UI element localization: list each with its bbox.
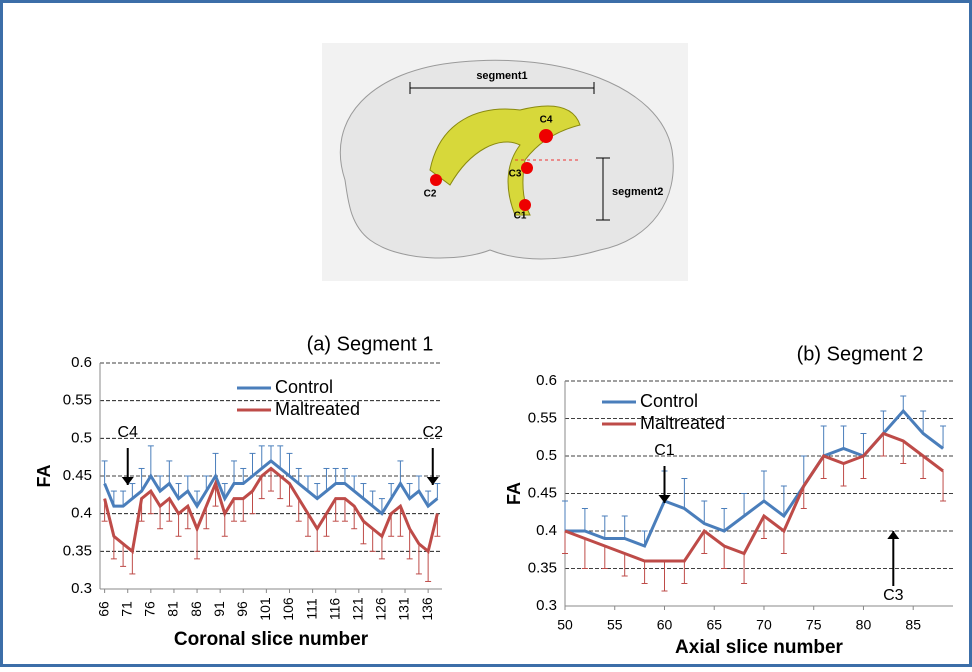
x-tick-label: 91 [211,601,227,617]
x-tick-label: 71 [118,601,134,617]
y-tick-label: 0.45 [528,484,557,501]
brain-outline [340,60,673,259]
x-axis-title: Coronal slice number [174,629,369,650]
annotation-label: C1 [654,442,675,459]
legend-label: Maltreated [640,413,725,433]
legend-label: Control [275,377,333,397]
x-tick-label: 85 [905,617,921,633]
x-tick-label: 66 [95,601,111,617]
figure: segment1 C4 C3 C2 C1 segment2 0.3 0.35 0.4… [0,0,972,667]
annotation-label: C2 [423,424,444,441]
point-c1 [519,199,531,211]
y-tick-label: 0.3 [536,597,557,614]
y-tick-label: 0.45 [63,467,92,484]
page: segment1 C4 C3 C2 C1 segment2 0.3 0.35 0.4… [0,0,972,672]
x-tick-label: 131 [396,597,412,621]
x-tick-label: 126 [373,597,389,621]
x-axis-title: Axial slice number [675,637,844,658]
image-label: C4 [540,115,553,126]
x-tick-label: 86 [188,601,204,617]
x-tick-label: 60 [657,617,673,633]
x-tick-label: 101 [257,597,273,621]
x-tick-label: 136 [419,597,435,621]
x-tick-label: 96 [234,601,250,617]
chart-title: (a) Segment 1 [307,333,434,355]
y-tick-label: 0.4 [71,505,92,522]
x-tick-label: 55 [607,617,623,633]
y-tick-label: 0.6 [536,372,557,389]
chart-title: (b) Segment 2 [797,343,924,365]
y-tick-label: 0.35 [528,559,557,576]
image-label: C2 [424,189,437,200]
x-tick-label: 75 [806,617,822,633]
image-label: C3 [509,169,522,180]
x-tick-label: 116 [326,598,342,621]
x-tick-label: 76 [142,601,158,617]
x-tick-label: 65 [706,617,722,633]
y-tick-label: 0.3 [71,580,92,597]
y-tick-label: 0.5 [536,447,557,464]
y-axis-title: FA [34,464,54,487]
y-tick-label: 0.55 [63,392,92,409]
x-tick-label: 121 [350,597,366,621]
image-label: C1 [514,211,527,222]
x-tick-label: 50 [557,617,573,633]
point-c2 [430,174,442,186]
annotation-label: C3 [883,587,904,604]
legend-label: Control [640,391,698,411]
x-tick-label: 81 [165,601,181,617]
x-tick-label: 106 [280,597,296,621]
point-c3 [521,162,533,174]
image-label: segment2 [612,186,663,198]
y-axis-title: FA [504,482,524,505]
image-label: segment1 [476,70,527,82]
annotation-label: C4 [118,424,139,441]
y-tick-label: 0.5 [71,429,92,446]
x-tick-label: 111 [303,598,319,619]
y-tick-label: 0.6 [71,354,92,371]
x-tick-label: 70 [756,617,772,633]
brain-image: segment1 C4 C3 C2 C1 segment2 [322,43,688,281]
y-tick-label: 0.35 [63,542,92,559]
x-tick-label: 80 [856,617,872,633]
y-tick-label: 0.4 [536,522,557,539]
legend-label: Maltreated [275,399,360,419]
y-tick-label: 0.55 [528,409,557,426]
point-c4 [539,129,553,143]
